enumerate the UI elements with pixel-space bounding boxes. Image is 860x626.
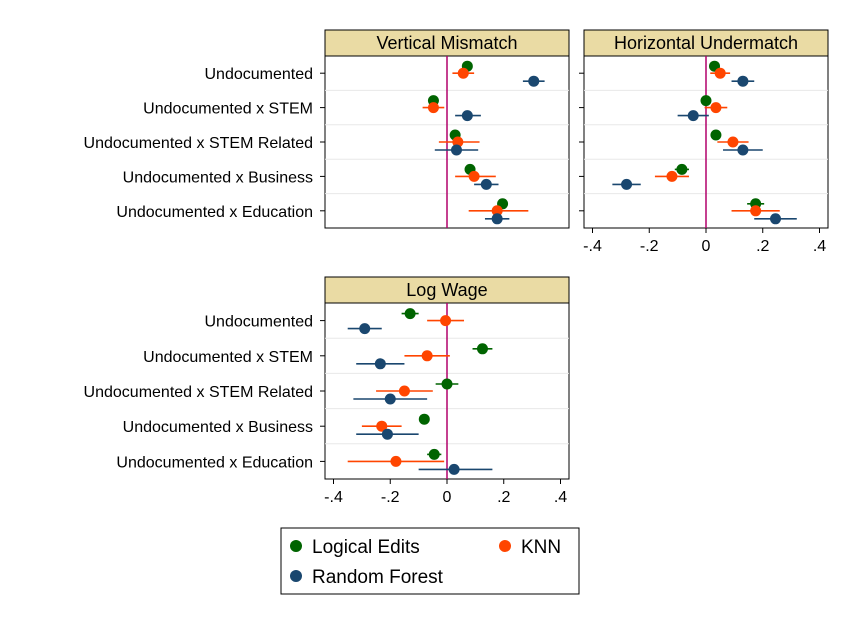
point-estimate bbox=[390, 455, 402, 467]
category-label: Undocumented x STEM bbox=[143, 349, 313, 366]
point-estimate bbox=[750, 205, 762, 217]
x-tick-label: -.4 bbox=[583, 238, 602, 255]
x-tick-label: 0 bbox=[443, 489, 452, 506]
category-label: Undocumented x Education bbox=[116, 454, 313, 471]
point-estimate bbox=[491, 213, 503, 225]
category-label: Undocumented x STEM Related bbox=[84, 135, 313, 152]
x-tick-label: .2 bbox=[497, 489, 510, 506]
point-estimate bbox=[461, 110, 473, 122]
series-random-forest bbox=[612, 75, 797, 225]
x-tick-label: -.4 bbox=[324, 489, 343, 506]
point-estimate bbox=[421, 350, 433, 362]
category-label: Undocumented bbox=[204, 314, 313, 331]
point-estimate bbox=[621, 178, 633, 190]
legend-box bbox=[280, 527, 580, 595]
x-tick-label: .4 bbox=[554, 489, 567, 506]
legend-marker bbox=[290, 540, 302, 552]
series-knn bbox=[422, 67, 529, 217]
panel-3: Log Wage Undocumented Undocumented x STEM U… bbox=[84, 276, 570, 506]
point-estimate bbox=[398, 385, 410, 397]
point-estimate bbox=[457, 67, 469, 79]
point-estimate bbox=[770, 213, 782, 225]
legend-label: Random Forest bbox=[312, 567, 444, 588]
point-estimate bbox=[468, 170, 480, 182]
point-estimate bbox=[384, 393, 396, 405]
point-estimate bbox=[404, 308, 416, 320]
panel-title: Log Wage bbox=[406, 280, 487, 300]
panel-2: Horizontal Undermatch -.4 -.2 0 .2 .4 bbox=[579, 29, 829, 255]
point-estimate bbox=[359, 323, 371, 335]
point-estimate bbox=[376, 420, 388, 432]
point-estimate bbox=[374, 358, 386, 370]
legend: Logical Edits KNN Random Forest bbox=[280, 527, 580, 595]
point-estimate bbox=[700, 95, 712, 107]
point-estimate bbox=[737, 144, 749, 156]
legend-label: KNN bbox=[521, 537, 561, 558]
point-estimate bbox=[666, 170, 678, 182]
legend-marker bbox=[290, 570, 302, 582]
series-random-forest bbox=[434, 75, 545, 225]
panel-title: Horizontal Undermatch bbox=[614, 33, 798, 53]
point-estimate bbox=[528, 75, 540, 87]
category-label: Undocumented x Education bbox=[116, 204, 313, 221]
point-estimate bbox=[440, 315, 452, 327]
x-tick-label: .2 bbox=[756, 238, 769, 255]
series-logical-edits bbox=[401, 308, 493, 460]
category-label: Undocumented x Business bbox=[123, 419, 313, 436]
panel-header bbox=[583, 29, 829, 57]
point-estimate bbox=[450, 144, 462, 156]
point-estimate bbox=[710, 129, 722, 141]
point-estimate bbox=[687, 110, 699, 122]
series-knn bbox=[347, 315, 465, 467]
point-estimate bbox=[710, 102, 722, 114]
point-estimate bbox=[737, 75, 749, 87]
point-estimate bbox=[480, 178, 492, 190]
category-label: Undocumented x STEM bbox=[143, 101, 313, 118]
category-label: Undocumented bbox=[204, 66, 313, 83]
panel-header bbox=[324, 276, 570, 304]
series-knn bbox=[654, 67, 780, 217]
legend-label: Logical Edits bbox=[312, 537, 420, 558]
point-estimate bbox=[418, 413, 430, 425]
category-label: Undocumented x STEM Related bbox=[84, 384, 313, 401]
point-estimate bbox=[441, 378, 453, 390]
category-label: Undocumented x Business bbox=[123, 169, 313, 186]
point-estimate bbox=[427, 102, 439, 114]
point-estimate bbox=[428, 448, 440, 460]
point-estimate bbox=[727, 136, 739, 148]
point-estimate bbox=[491, 205, 503, 217]
x-tick-label: .4 bbox=[813, 238, 826, 255]
point-estimate bbox=[714, 67, 726, 79]
panel-title: Vertical Mismatch bbox=[376, 33, 517, 53]
x-tick-label: -.2 bbox=[381, 489, 400, 506]
legend-marker bbox=[499, 540, 511, 552]
x-tick-label: 0 bbox=[702, 238, 711, 255]
point-estimate bbox=[381, 428, 393, 440]
panel-1: Vertical Mismatch Undocumented Undocumente… bbox=[84, 29, 570, 229]
x-tick-label: -.2 bbox=[640, 238, 659, 255]
panel-header bbox=[324, 29, 570, 57]
point-estimate bbox=[676, 163, 688, 175]
series-random-forest bbox=[347, 323, 493, 475]
point-estimate bbox=[476, 343, 488, 355]
point-estimate bbox=[448, 463, 460, 475]
